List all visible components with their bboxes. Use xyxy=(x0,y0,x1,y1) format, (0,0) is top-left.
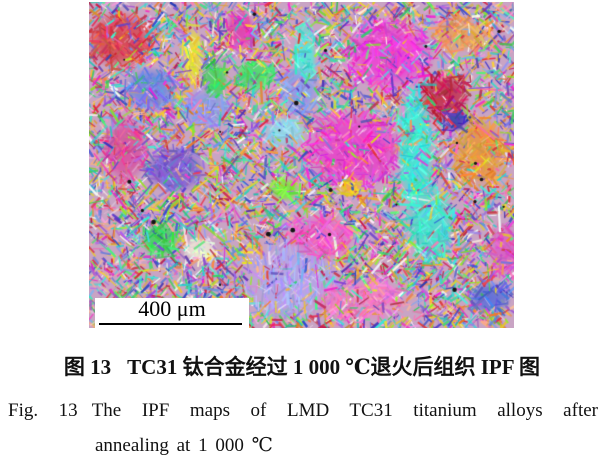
caption-en-line1: Fig. 13 The IPF maps of LMD TC31 titanium… xyxy=(8,393,598,428)
ipf-map-canvas xyxy=(89,2,514,328)
scale-bar-label: 400 μm xyxy=(138,296,206,321)
figure-number-en: Fig. 13 xyxy=(8,400,78,421)
caption-english: Fig. 13 The IPF maps of LMD TC31 titanium… xyxy=(8,393,598,463)
scale-bar-line xyxy=(99,323,242,325)
caption-text-zh: TC31 钛合金经过 1 000 ℃退火后组织 IPF 图 xyxy=(127,355,541,379)
caption-chinese: 图 13 TC31 钛合金经过 1 000 ℃退火后组织 IPF 图 xyxy=(0,354,604,381)
caption-text-en-line1: The IPF maps of LMD TC31 titanium alloys… xyxy=(91,400,598,421)
ipf-micrograph: 400 μm xyxy=(89,2,514,328)
scale-bar: 400 μm xyxy=(95,296,249,328)
figure-number-zh: 图 13 xyxy=(63,355,112,379)
caption-en-line2: annealing at 1 000 ℃ xyxy=(95,435,273,456)
